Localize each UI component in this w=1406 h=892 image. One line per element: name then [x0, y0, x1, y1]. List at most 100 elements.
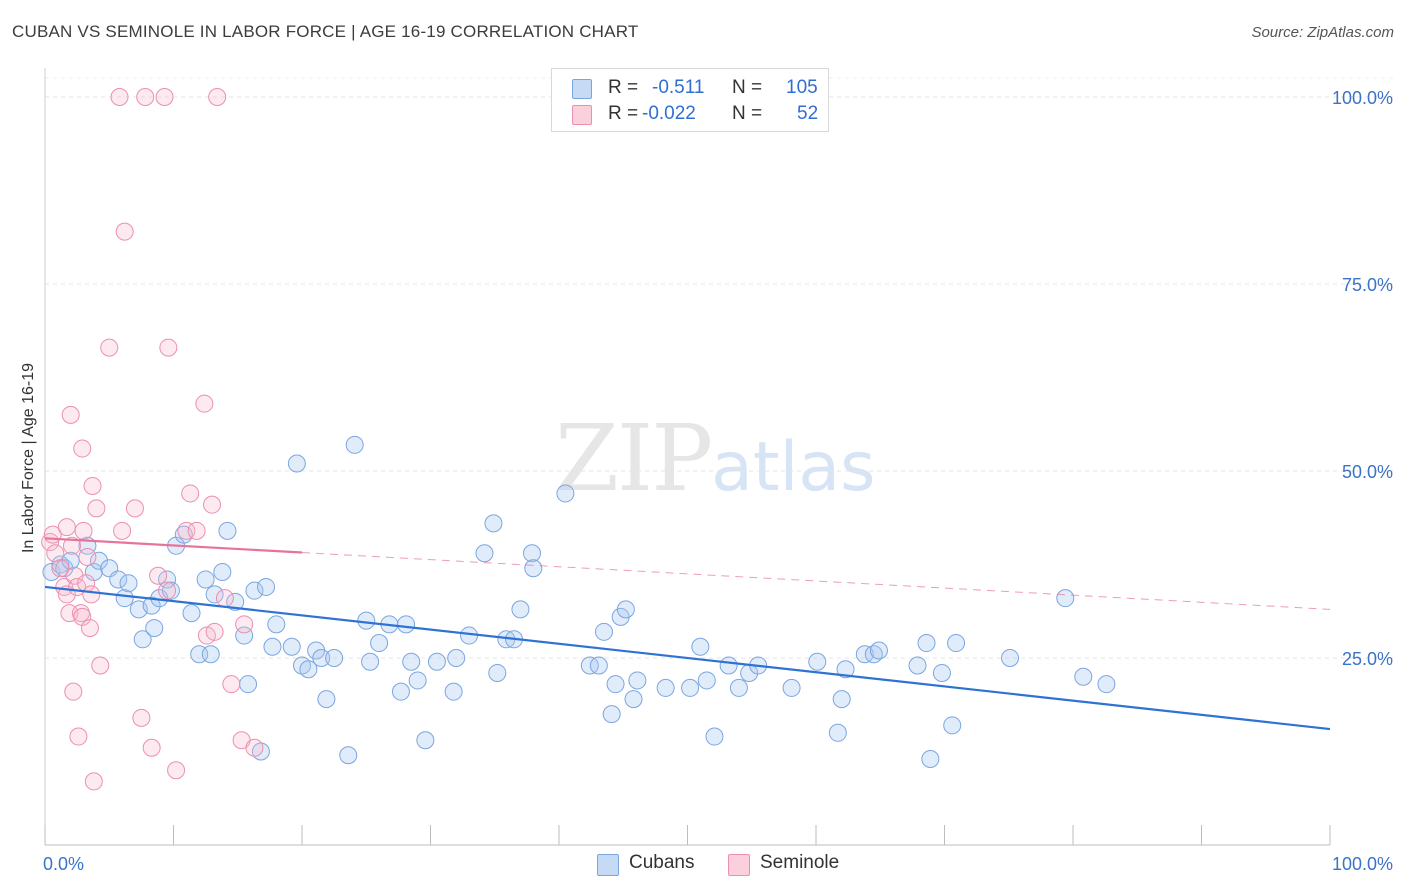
seminole-point	[74, 521, 93, 540]
seminole-point	[82, 585, 101, 604]
cubans-point	[705, 727, 724, 746]
seminole-trend-line	[44, 537, 303, 554]
seminole-point	[83, 476, 102, 495]
bottom-legend-swatch-seminole	[728, 854, 750, 876]
seminole-point	[222, 675, 241, 694]
cubans-trend-line	[44, 585, 1331, 731]
cubans-point	[427, 652, 446, 671]
cubans-point	[943, 716, 962, 735]
cubans-point	[196, 570, 215, 589]
cubans-point	[391, 682, 410, 701]
seminole-point	[142, 738, 161, 757]
cubans-point	[205, 585, 224, 604]
watermark-atlas: atlas	[711, 428, 876, 507]
cubans-point	[263, 637, 282, 656]
seminole-point	[46, 544, 65, 563]
seminole-point	[115, 222, 134, 241]
cubans-point	[161, 581, 180, 600]
cubans-point	[628, 671, 647, 690]
cubans-point	[133, 630, 152, 649]
cubans-point	[697, 671, 716, 690]
cubans-point	[836, 660, 855, 679]
cubans-point	[523, 544, 542, 563]
seminole-point	[181, 484, 200, 503]
cubans-point	[589, 656, 608, 675]
cubans-point	[226, 592, 245, 611]
cubans-point	[325, 649, 344, 667]
seminole-point	[62, 536, 81, 555]
seminole-point	[80, 619, 99, 638]
watermark: ZIPatlas	[555, 405, 876, 512]
seminole-point	[203, 495, 222, 514]
cubans-point	[397, 615, 416, 634]
bottom-legend-label-seminole: Seminole	[760, 852, 840, 873]
bottom-legend-label-cubans: Cubans	[629, 852, 695, 873]
cubans-point	[201, 645, 220, 664]
cubans-point	[402, 652, 421, 671]
cubans-point	[357, 611, 376, 630]
cubans-point	[408, 671, 427, 690]
legend-r-value: -0.022	[642, 103, 696, 124]
cubans-point	[832, 690, 851, 709]
legend-r-label: R =	[608, 103, 639, 124]
cubans-point	[89, 551, 108, 570]
cubans-point	[656, 678, 675, 697]
cubans-point	[932, 663, 951, 682]
y-tick-label: 50.0%	[1342, 462, 1393, 482]
seminole-point	[177, 521, 196, 540]
cubans-point	[921, 749, 940, 768]
cubans-point	[616, 600, 635, 619]
bottom-legend-swatch-cubans	[597, 854, 619, 876]
cubans-point	[416, 731, 435, 750]
cubans-point	[475, 544, 494, 563]
cubans-point	[606, 675, 625, 694]
seminole-point	[155, 88, 174, 106]
cubans-point	[213, 562, 232, 581]
cubans-point	[115, 589, 134, 608]
x-tick-label: 0.0%	[43, 854, 84, 874]
cubans-point	[312, 649, 331, 667]
cubans-point	[782, 678, 801, 697]
cubans-point	[1056, 589, 1075, 608]
y-tick-label: 100.0%	[1332, 88, 1393, 108]
cubans-point	[182, 604, 201, 623]
legend-r-value: -0.511	[652, 77, 705, 98]
cubans-point	[218, 521, 237, 540]
seminole-point	[158, 581, 177, 600]
cubans-point	[317, 690, 336, 709]
cubans-point	[109, 570, 128, 589]
cubans-point	[245, 581, 264, 600]
cubans-point	[239, 675, 258, 694]
cubans-point	[729, 678, 748, 697]
seminole-point	[167, 761, 186, 780]
seminole-point	[61, 405, 80, 424]
seminole-point	[159, 338, 178, 357]
seminole-point	[245, 738, 264, 757]
seminole-point	[87, 499, 106, 518]
cubans-point	[908, 656, 927, 675]
cubans-point	[1001, 649, 1020, 667]
seminole-point	[100, 338, 119, 357]
cubans-point	[447, 649, 466, 667]
cubans-point	[119, 574, 138, 593]
cubans-point	[511, 600, 530, 619]
cubans-point	[488, 663, 507, 682]
chart-source: Source: ZipAtlas.com	[1251, 24, 1394, 41]
cubans-point	[444, 682, 463, 701]
seminole-point	[215, 589, 234, 608]
cubans-point	[339, 746, 358, 765]
legend-n-label: N =	[732, 103, 763, 124]
cubans-point	[282, 637, 301, 656]
chart-title: CUBAN VS SEMINOLE IN LABOR FORCE | AGE 1…	[12, 22, 639, 41]
seminole-point	[55, 577, 74, 596]
y-tick-label: 25.0%	[1342, 649, 1393, 669]
cubans-point	[61, 551, 80, 570]
cubans-point	[257, 577, 276, 596]
seminole-point	[149, 566, 168, 585]
cubans-point	[719, 656, 738, 675]
seminole-point	[136, 88, 155, 106]
legend-swatch-seminole	[572, 105, 592, 125]
cubans-point	[524, 559, 543, 578]
cubans-point	[145, 619, 164, 638]
cubans-point	[917, 634, 936, 653]
